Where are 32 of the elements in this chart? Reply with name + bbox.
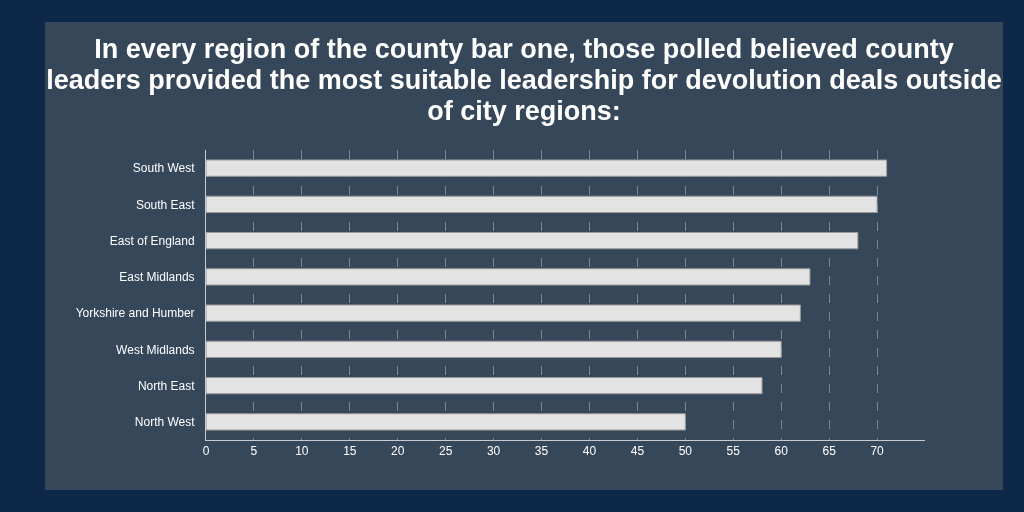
x-tick-label: 0 <box>202 444 210 459</box>
x-tick-label: 30 <box>486 444 501 459</box>
x-tick-label: 5 <box>250 444 258 459</box>
x-tick-label: 65 <box>822 444 837 459</box>
y-tick-label: South East <box>135 197 196 212</box>
bar <box>206 340 782 359</box>
y-tick-label: East Midlands <box>119 270 195 285</box>
x-tick-label: 10 <box>295 444 309 459</box>
y-tick-label: North East <box>137 378 196 393</box>
y-tick-label: North West <box>134 415 196 430</box>
bar <box>206 304 801 322</box>
bar <box>206 413 686 431</box>
y-tick-label: South West <box>132 161 196 176</box>
x-tick-label: 20 <box>391 444 405 459</box>
x-tick-label: 55 <box>726 444 741 459</box>
y-tick-label: Yorkshire and Humber <box>75 306 195 321</box>
x-tick-label: 40 <box>582 444 597 459</box>
chart-title: In every region of the county bar one, those polled believed county leaders provided the most suitable leadership for devolution deals outside of city regions: <box>45 34 1003 127</box>
bar <box>206 159 888 177</box>
bar <box>206 231 859 250</box>
x-tick-label: 70 <box>870 444 885 459</box>
x-tick-label: 15 <box>343 444 357 459</box>
bar <box>206 376 763 395</box>
x-tick-label: 60 <box>774 444 789 459</box>
bar <box>206 268 811 286</box>
x-tick-label: 45 <box>630 444 645 459</box>
x-tick-label: 50 <box>678 444 693 459</box>
bar <box>206 195 878 214</box>
y-tick-label: East of England <box>109 233 195 248</box>
x-tick-label: 35 <box>534 444 549 459</box>
x-tick-label: 25 <box>438 444 453 459</box>
y-tick-label: West Midlands <box>116 342 195 357</box>
